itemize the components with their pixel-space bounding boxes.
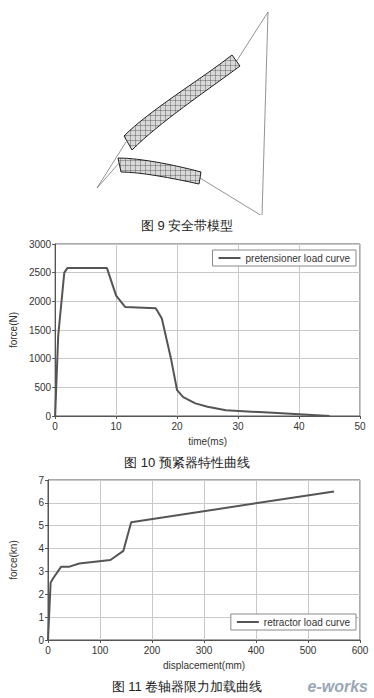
svg-text:200: 200 <box>144 645 161 656</box>
svg-text:1: 1 <box>38 612 44 623</box>
svg-text:7: 7 <box>38 475 44 486</box>
svg-text:10: 10 <box>111 421 123 432</box>
svg-text:time(ms): time(ms) <box>188 436 227 447</box>
svg-text:500: 500 <box>34 382 51 393</box>
svg-text:0: 0 <box>38 635 44 646</box>
svg-text:1500: 1500 <box>29 325 52 336</box>
svg-text:20: 20 <box>172 421 184 432</box>
svg-text:5: 5 <box>38 520 44 531</box>
svg-text:4: 4 <box>38 543 44 554</box>
svg-text:retractor load curve: retractor load curve <box>264 617 351 628</box>
svg-text:force(kn): force(kn) <box>8 540 19 579</box>
svg-text:0: 0 <box>45 645 51 656</box>
svg-text:600: 600 <box>352 645 369 656</box>
svg-text:500: 500 <box>300 645 317 656</box>
svg-text:0: 0 <box>46 411 52 422</box>
svg-text:100: 100 <box>92 645 109 656</box>
svg-text:2: 2 <box>38 589 44 600</box>
html-text:图 11 卷轴器限力加载曲线: 图 11 卷轴器限力加载曲线 <box>111 679 263 694</box>
svg-text:40: 40 <box>293 421 305 432</box>
svg-text:1000: 1000 <box>29 353 52 364</box>
html-text:图 9 安全带模型: 图 9 安全带模型 <box>140 218 234 233</box>
svg-text:3: 3 <box>38 566 44 577</box>
svg-text:force(N): force(N) <box>8 312 19 348</box>
svg-text:displacement(mm): displacement(mm) <box>163 660 245 671</box>
svg-text:50: 50 <box>354 421 366 432</box>
svg-text:30: 30 <box>232 421 244 432</box>
svg-text:6: 6 <box>38 497 44 508</box>
svg-text:2500: 2500 <box>29 267 52 278</box>
svg-text:pretensioner load curve: pretensioner load curve <box>245 253 350 264</box>
html-text:图 10 预紧器特性曲线: 图 10 预紧器特性曲线 <box>124 455 250 470</box>
svg-text:3000: 3000 <box>29 239 52 250</box>
svg-text:300: 300 <box>196 645 213 656</box>
html-text:e-works: e-works <box>307 678 368 695</box>
svg-text:400: 400 <box>248 645 265 656</box>
svg-text:2000: 2000 <box>29 296 52 307</box>
svg-text:0: 0 <box>52 421 58 432</box>
